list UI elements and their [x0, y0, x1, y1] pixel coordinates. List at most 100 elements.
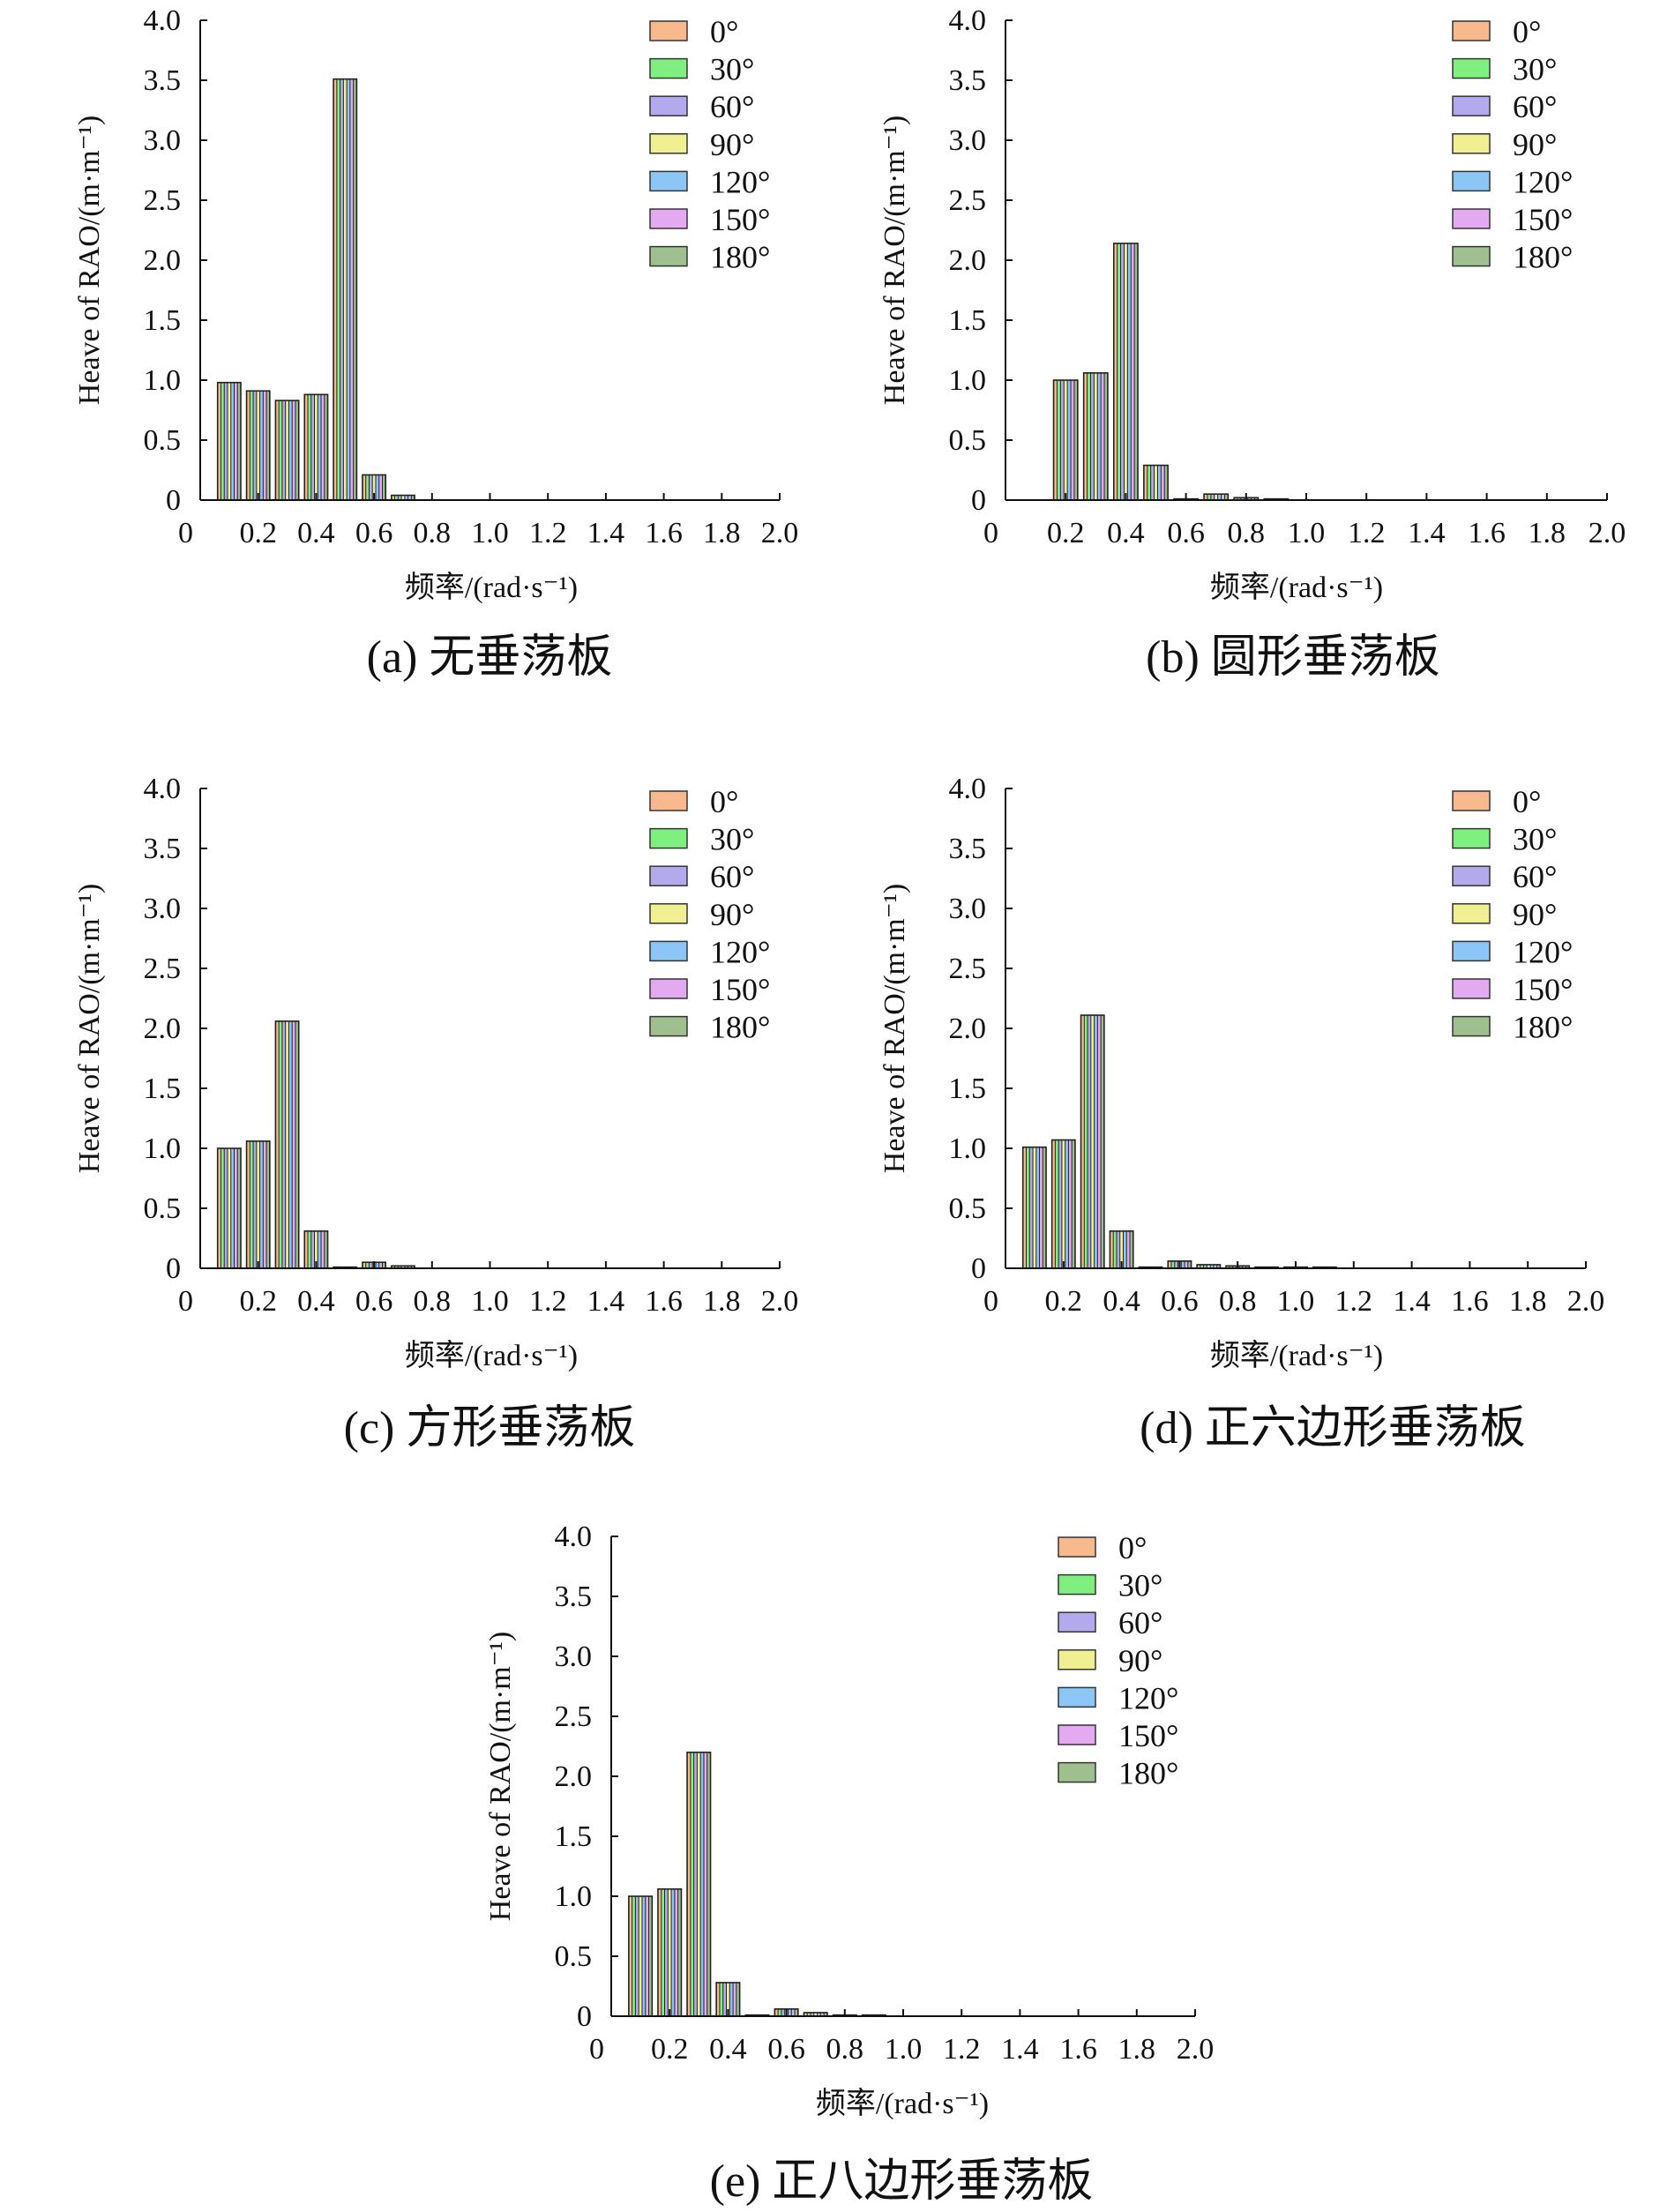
bar-segment-30°: [308, 394, 311, 500]
y-tick-label: 4.0: [144, 773, 182, 805]
y-tick-label: 3.5: [555, 1581, 593, 1613]
legend-swatch-180°: [649, 1015, 688, 1037]
y-tick-label: 3.5: [144, 833, 182, 865]
bar-segment-30°: [1055, 1140, 1059, 1268]
bar-segment-0°: [1051, 1140, 1056, 1268]
y-tick-label: 4.0: [555, 1521, 593, 1553]
x-tick-label: 1.2: [529, 517, 567, 549]
x-tick-label: 1.8: [1529, 517, 1566, 549]
legend-label: 30°: [1513, 822, 1557, 857]
bar-segment-180°: [1216, 1264, 1221, 1268]
bar-segment-90°: [314, 394, 318, 500]
x-tick-label: 0.8: [414, 517, 452, 549]
bar: [1143, 464, 1169, 501]
legend-swatch-150°: [1452, 978, 1491, 999]
y-tick-label: 2.0: [555, 1760, 593, 1793]
bar-segment-90°: [1061, 1140, 1065, 1268]
bar-segment-90°: [1124, 243, 1128, 500]
bar-segment-120°: [1157, 465, 1162, 500]
bar-segment-120°: [230, 382, 235, 500]
legend-label: 30°: [1513, 52, 1557, 87]
legend-swatch-150°: [649, 208, 688, 229]
bar-segment-150°: [407, 1266, 412, 1268]
panel-caption: (a) 无垂荡板: [367, 632, 613, 683]
y-tick-label: 2.0: [144, 244, 182, 277]
legend: 0°30°60°90°120°150°180°: [649, 14, 770, 275]
bar-segment-120°: [1217, 494, 1222, 500]
bar-segment-0°: [1110, 1230, 1114, 1268]
bar-segment-30°: [1087, 372, 1091, 500]
bar-segment-120°: [671, 1888, 675, 2016]
bar-segment-150°: [378, 1262, 383, 1268]
bar-segment-180°: [1187, 1260, 1192, 1268]
bar-segment-150°: [820, 2012, 825, 2016]
bar-segment-0°: [391, 1266, 395, 1268]
y-tick-label: 3.0: [144, 893, 182, 925]
bar-segment-90°: [1214, 494, 1218, 500]
legend-swatch-0°: [1452, 790, 1491, 811]
legend-label: 0°: [1513, 14, 1541, 49]
legend-label: 90°: [710, 127, 754, 162]
panel-caption: (d) 正六边形垂荡板: [1140, 1403, 1526, 1453]
bar-segment-60°: [1174, 1260, 1178, 1268]
bar: [1052, 379, 1079, 501]
bar-segment-180°: [295, 400, 299, 500]
bar-segment-180°: [295, 1020, 299, 1268]
chart-panel-b: 0 0.5 1.0 1.5 2.0 2.5 3.0 3.5 4.0 0 0.2 0.4 0.6 0.8 1.…: [878, 4, 1626, 683]
y-tick-label: 2.0: [144, 1013, 182, 1045]
x-tick-label: 0: [178, 517, 193, 549]
legend-swatch-0°: [1058, 1536, 1096, 1558]
y-tick-label: 0.5: [555, 1940, 593, 1973]
bar-segment-0°: [687, 1752, 691, 2016]
bar-segment-30°: [279, 400, 282, 500]
bar: [657, 1888, 683, 2017]
bar-segment-0°: [246, 391, 250, 500]
bar-segment-60°: [1120, 243, 1125, 500]
bar-segment-0°: [217, 1148, 221, 1268]
x-tick-label: 0.6: [1167, 517, 1205, 549]
x-axis-label: 频率/(rad·s⁻¹): [405, 571, 578, 604]
legend-label: 0°: [1513, 784, 1541, 819]
bar-segment-180°: [706, 1752, 711, 2016]
legend-label: 180°: [1513, 240, 1573, 275]
bar-segment-60°: [369, 475, 373, 500]
legend-swatch-180°: [1452, 1015, 1491, 1037]
bar-segment-90°: [285, 1020, 289, 1268]
y-axis-label: Heave of RAO/(m·m⁻¹): [73, 116, 106, 405]
legend-swatch-60°: [649, 865, 688, 886]
y-tick-label: 2.5: [949, 953, 987, 985]
bar-segment-30°: [394, 495, 399, 500]
bar-segment-180°: [795, 2008, 798, 2016]
bar-segment-150°: [791, 2008, 796, 2016]
x-tick-label: 2.0: [761, 1285, 799, 1318]
bar-segment-30°: [1207, 494, 1211, 500]
x-tick-label: 2.0: [1589, 517, 1626, 549]
bar-segment-150°: [1213, 1264, 1217, 1268]
bar: [1050, 1139, 1076, 1269]
legend-swatch-60°: [1058, 1611, 1096, 1633]
panel-caption: (c) 方形垂荡板: [344, 1403, 636, 1453]
bar-segment-120°: [318, 1230, 322, 1268]
y-tick-label: 3.5: [144, 64, 182, 97]
y-tick-label: 1.0: [144, 364, 182, 397]
legend-label: 30°: [710, 822, 754, 857]
x-tick-label: 1.4: [1393, 1285, 1431, 1318]
legend-swatch-30°: [1452, 827, 1491, 849]
bar-segment-120°: [1127, 243, 1132, 500]
bar-segment-30°: [690, 1752, 694, 2016]
legend-swatch-60°: [1452, 865, 1491, 886]
y-tick-label: 1.0: [144, 1132, 182, 1165]
bar: [1082, 372, 1109, 501]
legend-swatch-90°: [1452, 133, 1491, 154]
bar-segment-120°: [1247, 497, 1252, 500]
x-tick-label: 1.2: [943, 2033, 981, 2066]
bar-segment-180°: [266, 391, 270, 500]
x-tick-label: 0: [589, 2033, 604, 2066]
legend-swatch-30°: [649, 57, 688, 79]
bar-segment-150°: [1097, 1015, 1102, 1268]
legend-swatch-0°: [1452, 20, 1491, 41]
x-tick-label: 0.8: [1228, 517, 1266, 549]
y-tick-label: 1.5: [144, 1072, 182, 1105]
bar-segment-0°: [362, 475, 366, 500]
bar-segment-180°: [1164, 465, 1169, 500]
